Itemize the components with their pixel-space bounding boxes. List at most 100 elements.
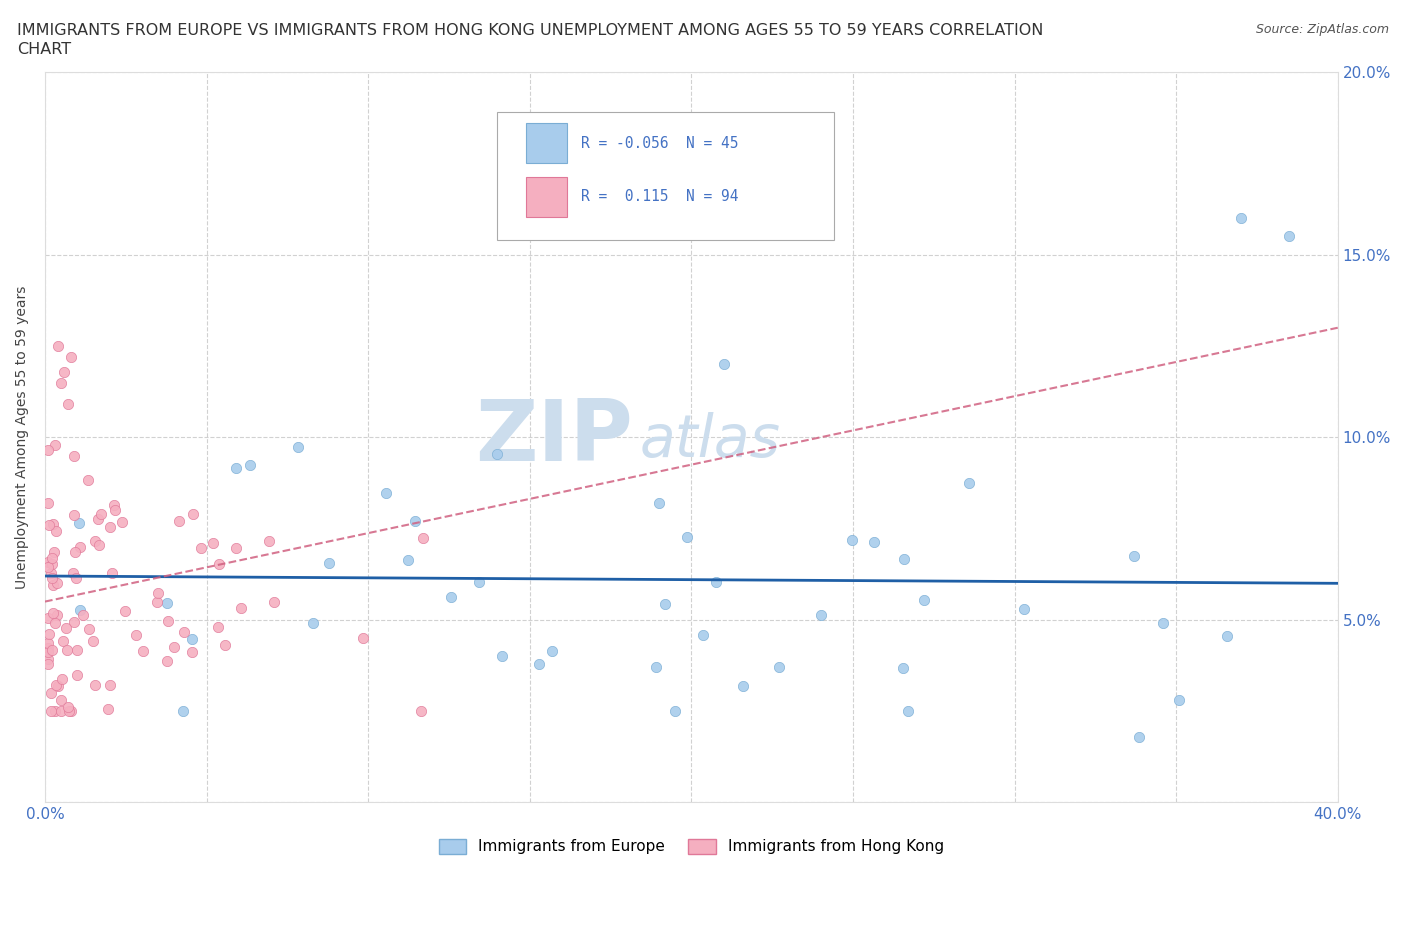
Point <box>257 534 280 549</box>
Point <box>69 539 91 554</box>
Point <box>65 570 87 585</box>
Point <box>97 701 120 716</box>
Text: Source: ZipAtlas.com: Source: ZipAtlas.com <box>1256 23 1389 36</box>
Point <box>82 634 104 649</box>
Point <box>55 621 77 636</box>
FancyBboxPatch shape <box>498 113 834 240</box>
Point <box>172 704 194 719</box>
Point <box>37 610 59 625</box>
Point <box>145 594 167 609</box>
Point <box>42 605 65 620</box>
Point <box>891 660 914 675</box>
Text: atlas: atlas <box>640 412 780 470</box>
Point <box>37 636 59 651</box>
Point <box>37 644 59 659</box>
Point <box>214 638 236 653</box>
Y-axis label: Unemployment Among Ages 55 to 59 years: Unemployment Among Ages 55 to 59 years <box>15 286 30 589</box>
Point <box>55 643 77 658</box>
Point <box>63 544 86 559</box>
Point <box>41 578 63 593</box>
Text: IMMIGRANTS FROM EUROPE VS IMMIGRANTS FROM HONG KONG UNEMPLOYMENT AMONG AGES 55 T: IMMIGRANTS FROM EUROPE VS IMMIGRANTS FRO… <box>17 23 1043 38</box>
Point <box>46 339 69 353</box>
Point <box>1278 229 1301 244</box>
Point <box>181 507 204 522</box>
Point <box>957 475 980 490</box>
Point <box>263 595 285 610</box>
Point <box>83 678 105 693</box>
Point <box>114 604 136 618</box>
Point <box>52 634 75 649</box>
Point <box>1152 616 1174 631</box>
Point <box>49 375 72 390</box>
Point <box>77 472 100 487</box>
Point <box>66 643 89 658</box>
Point <box>654 597 676 612</box>
Point <box>768 659 790 674</box>
Point <box>156 654 179 669</box>
Point <box>1216 629 1239 644</box>
Point <box>84 534 107 549</box>
Point <box>440 590 463 604</box>
Point <box>1123 549 1146 564</box>
Point <box>208 556 231 571</box>
Point <box>59 350 82 365</box>
Point <box>352 631 374 645</box>
Point <box>201 535 224 550</box>
Point <box>713 357 735 372</box>
Point <box>810 607 832 622</box>
Point <box>146 585 169 600</box>
Point <box>46 607 69 622</box>
Point <box>486 446 509 461</box>
Point <box>173 625 195 640</box>
Point <box>302 615 325 630</box>
Point <box>318 556 340 571</box>
Point <box>45 524 67 538</box>
Point <box>1167 693 1189 708</box>
Point <box>63 448 86 463</box>
Point <box>101 565 124 580</box>
Point <box>225 540 247 555</box>
Point <box>37 560 59 575</box>
Point <box>664 704 686 719</box>
Point <box>56 397 79 412</box>
Point <box>104 503 127 518</box>
Point <box>38 627 60 642</box>
Point <box>648 496 671 511</box>
FancyBboxPatch shape <box>526 177 567 217</box>
Point <box>103 498 125 512</box>
Point <box>37 496 59 511</box>
Point <box>541 644 564 658</box>
Point <box>692 628 714 643</box>
Point <box>41 704 63 719</box>
Point <box>37 641 59 656</box>
Point <box>45 677 67 692</box>
Point <box>157 614 180 629</box>
Point <box>66 667 89 682</box>
Point <box>162 640 184 655</box>
Point <box>1128 729 1150 744</box>
Point <box>38 517 60 532</box>
Point <box>37 555 59 570</box>
Point <box>37 443 59 458</box>
Point <box>41 566 63 581</box>
Point <box>90 507 112 522</box>
Point <box>225 460 247 475</box>
Point <box>180 631 202 646</box>
Point <box>89 538 111 553</box>
Point <box>125 628 148 643</box>
Point <box>412 531 434 546</box>
Point <box>37 656 59 671</box>
FancyBboxPatch shape <box>526 124 567 164</box>
Point <box>156 595 179 610</box>
Point <box>897 704 920 719</box>
Point <box>46 678 69 693</box>
Point <box>98 519 121 534</box>
Point <box>190 541 212 556</box>
Point <box>98 678 121 693</box>
Point <box>77 621 100 636</box>
Point <box>1230 211 1253 226</box>
Point <box>53 365 76 379</box>
Point <box>59 704 82 719</box>
Point <box>63 508 86 523</box>
Point <box>44 545 66 560</box>
